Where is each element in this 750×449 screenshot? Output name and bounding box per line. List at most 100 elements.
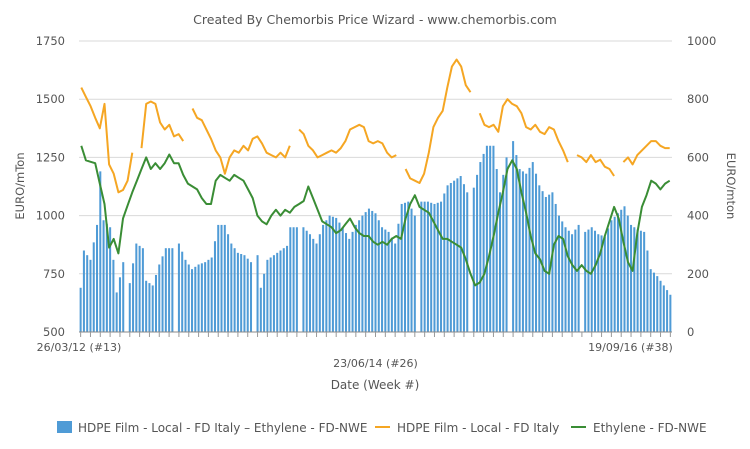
bar	[394, 243, 397, 332]
bar	[272, 255, 275, 332]
hdpe-line-segment	[140, 100, 185, 149]
bar	[128, 283, 131, 332]
bar	[118, 277, 121, 332]
bar	[597, 234, 600, 332]
bar	[132, 263, 135, 332]
bar	[649, 269, 652, 332]
bar	[89, 259, 92, 332]
bar	[443, 193, 446, 332]
bar	[607, 228, 610, 332]
bar	[292, 227, 295, 332]
bar	[574, 229, 577, 332]
bar	[236, 252, 239, 332]
bar	[659, 280, 662, 332]
bar	[505, 157, 508, 332]
bar	[613, 216, 616, 332]
bar	[433, 203, 436, 332]
bar	[289, 227, 292, 332]
bar	[403, 202, 407, 332]
hdpe-line-segment	[298, 123, 397, 159]
legend-label-ethylene[interactable]: Ethylene - FD-NWE	[593, 421, 707, 435]
x-tick-label: 19/09/16 (#38)	[588, 341, 673, 354]
bar	[528, 167, 531, 332]
bar	[476, 174, 479, 332]
bar	[371, 210, 374, 332]
y-right-tick-label: 600	[687, 150, 709, 164]
bar	[515, 155, 518, 332]
bar	[525, 173, 528, 332]
hdpe-line-segment	[622, 140, 670, 166]
bar	[557, 215, 560, 332]
bar	[590, 227, 593, 332]
bar	[266, 259, 269, 332]
bar	[361, 215, 364, 332]
bar	[82, 250, 85, 332]
bar	[462, 184, 465, 332]
ethylene-line-series	[80, 145, 671, 287]
y-right-tick-label: 1000	[687, 34, 716, 48]
bar	[79, 287, 82, 332]
bar	[413, 215, 416, 332]
bar	[187, 264, 190, 332]
bar	[459, 176, 462, 332]
legend-swatch-bars	[57, 421, 72, 433]
bar	[407, 201, 410, 332]
bar	[646, 250, 649, 332]
bar	[482, 153, 485, 332]
bar	[541, 191, 544, 332]
bar	[154, 274, 158, 332]
bar	[269, 257, 272, 332]
bar	[643, 231, 646, 332]
bar	[335, 217, 338, 332]
bar	[99, 171, 102, 332]
bar	[181, 251, 184, 332]
bar	[577, 224, 580, 332]
bar	[390, 237, 393, 332]
y-left-tick-label: 500	[43, 325, 65, 339]
hdpe-line-series	[80, 58, 670, 194]
bar	[456, 178, 459, 332]
bar	[230, 243, 233, 332]
hdpe-line-segment	[576, 154, 615, 177]
bar	[564, 227, 567, 332]
bar	[86, 255, 89, 332]
bar	[168, 248, 171, 332]
bar	[548, 194, 551, 332]
bar	[656, 276, 659, 332]
bar	[286, 245, 289, 332]
bar	[145, 280, 148, 332]
bar	[341, 227, 344, 332]
bar	[489, 145, 492, 332]
x-tick-label: 23/06/14 (#26)	[333, 357, 418, 370]
bar	[141, 248, 144, 332]
bar	[295, 227, 298, 332]
bar	[233, 248, 236, 332]
bar	[96, 224, 99, 332]
bar	[135, 243, 138, 332]
bar	[449, 183, 452, 332]
bar	[423, 201, 426, 332]
bar	[561, 221, 564, 332]
bar	[544, 196, 547, 332]
bar	[426, 201, 429, 332]
bar	[630, 224, 633, 332]
bar	[102, 220, 105, 332]
bar	[200, 263, 203, 332]
bar	[358, 220, 361, 332]
bar	[554, 203, 557, 332]
bar	[472, 187, 475, 332]
hdpe-line-segment	[191, 108, 291, 175]
hdpe-line-segment	[478, 98, 569, 163]
legend-label-bars[interactable]: HDPE Film - Local - FD Italy – Ethylene …	[78, 421, 367, 435]
legend-label-hdpe[interactable]: HDPE Film - Local - FD Italy	[397, 421, 559, 435]
bar	[436, 202, 439, 332]
bar	[636, 229, 639, 332]
bar	[652, 272, 655, 332]
y-left-axis-label: EURO/mTon	[13, 152, 27, 219]
bar	[367, 208, 370, 332]
bar	[191, 269, 194, 332]
bar	[600, 235, 603, 332]
bar	[616, 213, 619, 332]
bar	[512, 141, 515, 332]
